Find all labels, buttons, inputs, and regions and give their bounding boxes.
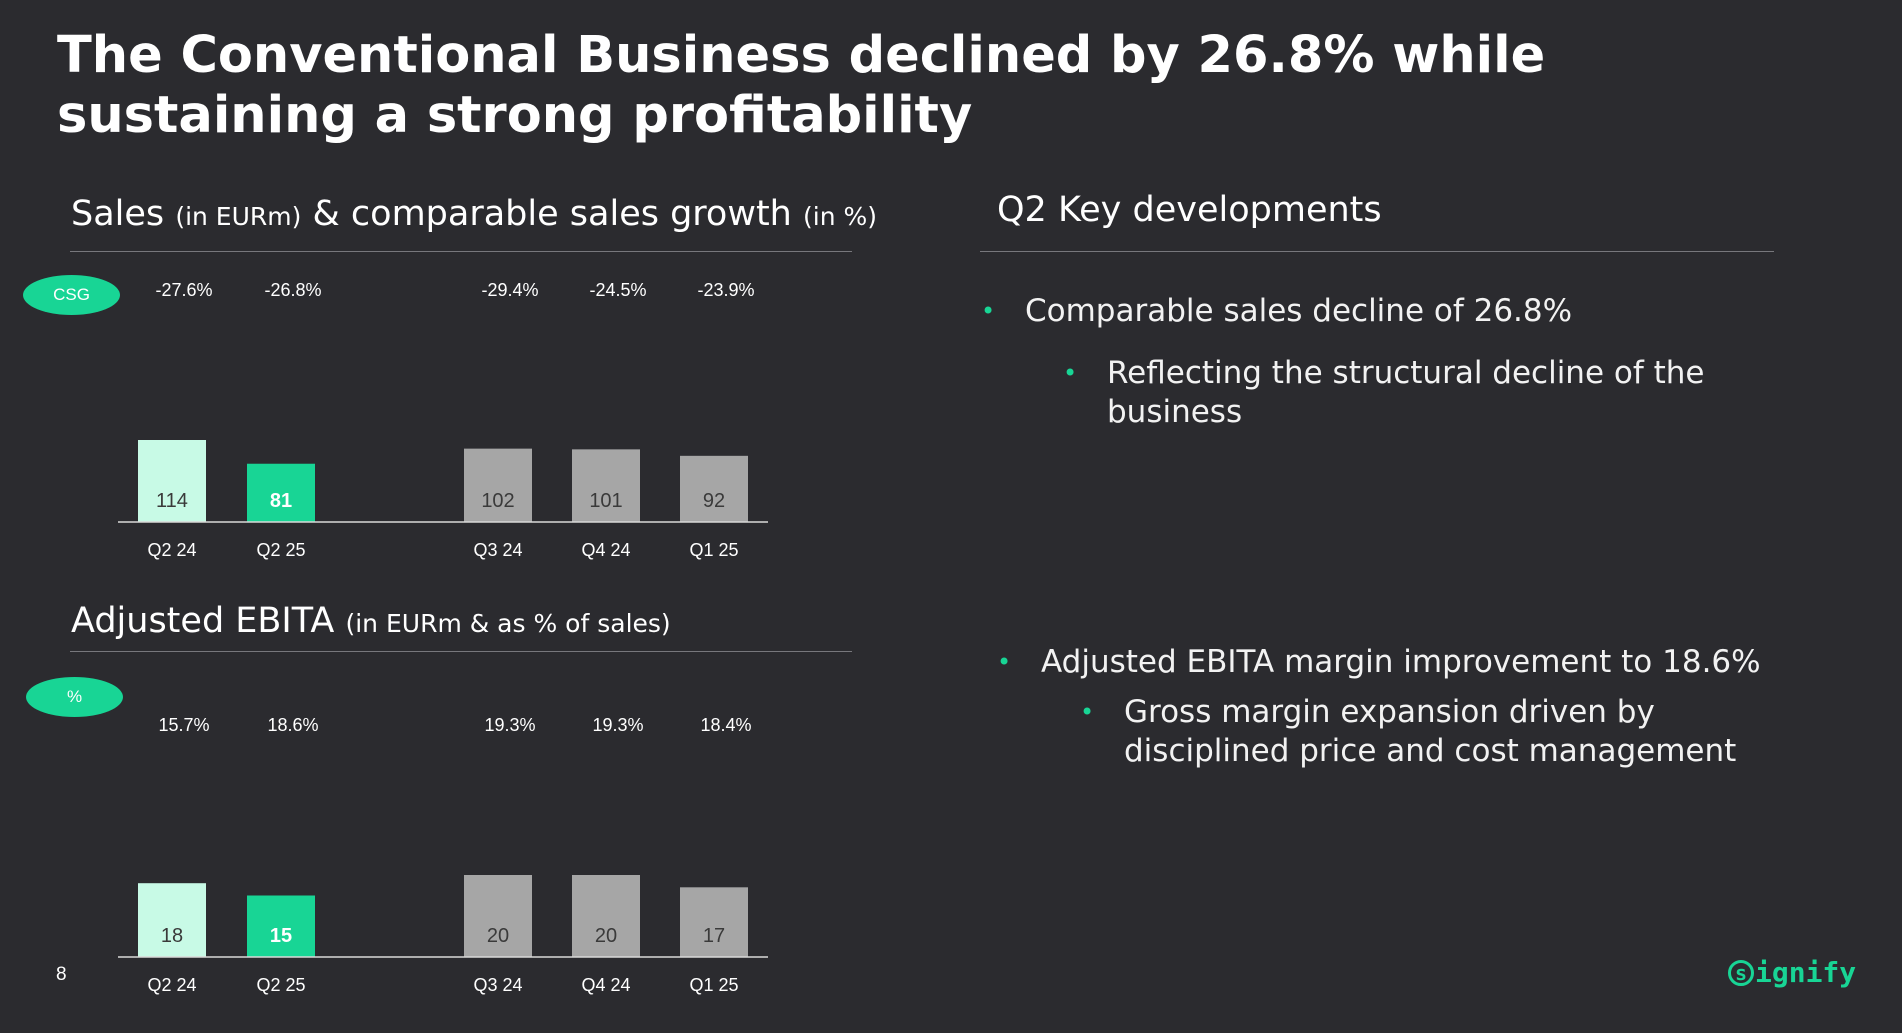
ebita-title: Adjusted EBITA <box>71 601 335 641</box>
sales-annotation: -23.9% <box>697 280 754 300</box>
bullet-1-sub: • Reflecting the structural decline of t… <box>1063 354 1727 432</box>
logo-text: ignify <box>1755 956 1857 989</box>
sales-bar-value: 102 <box>481 490 514 512</box>
sales-annotation: -27.6% <box>155 280 212 300</box>
ebita-annotation: 18.6% <box>267 715 318 735</box>
sales-category-label: Q1 25 <box>689 540 738 560</box>
bullet-dot: • <box>1080 698 1095 726</box>
key-dev-title: Q2 Key developments <box>997 190 1382 230</box>
sales-category-label: Q4 24 <box>581 540 630 560</box>
sales-annotation: -29.4% <box>481 280 538 300</box>
ebita-annotation: 18.4% <box>700 715 751 735</box>
sales-bar <box>464 448 532 522</box>
slide-title: The Conventional Business declined by 26… <box>57 26 1546 145</box>
ebita-bar-value: 15 <box>270 925 292 947</box>
sales-divider <box>70 251 852 252</box>
ebita-annotation: 19.3% <box>484 715 535 735</box>
csg-badge: CSG <box>23 275 120 315</box>
percent-badge: % <box>26 677 123 717</box>
sales-bar-value: 92 <box>703 490 725 512</box>
sales-title-mid: & comparable sales growth <box>312 194 792 234</box>
ebita-title-unit: (in EURm & as % of sales) <box>345 609 671 638</box>
sales-title-unit-pct: (in %) <box>803 202 878 231</box>
sales-chart: 114 Q2 24 -27.6% 81 Q2 25 -26.8% 102 Q3 24 -29.4… <box>110 270 770 560</box>
bullet-2-sub-text: Gross margin expansion driven by discipl… <box>1124 694 1737 769</box>
bullet-1: • Comparable sales decline of 26.8% <box>981 292 1805 331</box>
ebita-category-label: Q2 24 <box>147 975 196 995</box>
ebita-chart-svg: 18 Q2 24 15.7% 15 Q2 25 18.6% 20 Q3 24 19.3% 20 Q4… <box>118 715 768 995</box>
ebita-bar <box>572 875 640 957</box>
ebita-category-label: Q2 25 <box>256 975 305 995</box>
sales-title: Sales <box>71 194 165 234</box>
key-dev-divider <box>980 251 1774 252</box>
ebita-bar-value: 18 <box>161 925 183 947</box>
sales-bar <box>572 449 640 522</box>
ebita-bar-value: 17 <box>703 925 725 947</box>
bullet-dot: • <box>997 648 1012 676</box>
bullet-2: • Adjusted EBITA margin improvement to 1… <box>997 643 1801 682</box>
ebita-chart: 18 Q2 24 15.7% 15 Q2 25 18.6% 20 Q3 24 19.3% 20 Q4… <box>110 705 770 995</box>
sales-bar-value: 114 <box>156 490 188 512</box>
page-number: 8 <box>56 964 67 985</box>
bullet-1-sub-text: Reflecting the structural decline of the… <box>1107 355 1705 430</box>
ebita-section-title: Adjusted EBITA (in EURm & as % of sales) <box>71 599 671 646</box>
ebita-annotation: 19.3% <box>592 715 643 735</box>
ebita-category-label: Q1 25 <box>689 975 738 995</box>
bullet-dot: • <box>1063 359 1078 387</box>
sales-category-label: Q2 24 <box>147 540 196 560</box>
ebita-divider <box>70 651 852 652</box>
ebita-category-label: Q4 24 <box>581 975 630 995</box>
signify-logo: s ignify <box>1728 956 1856 989</box>
ebita-bar-value: 20 <box>487 925 509 947</box>
sales-bar <box>680 455 748 522</box>
ebita-bar <box>138 883 206 957</box>
ebita-bar-value: 20 <box>595 925 617 947</box>
sales-bar <box>138 440 206 522</box>
logo-mark: s <box>1728 959 1754 986</box>
bullet-dot: • <box>981 297 996 325</box>
ebita-bar <box>247 895 315 957</box>
sales-section-title: Sales (in EURm) & comparable sales growt… <box>71 192 877 239</box>
bullet-1-text: Comparable sales decline of 26.8% <box>1025 293 1573 329</box>
sales-chart-svg: 114 Q2 24 -27.6% 81 Q2 25 -26.8% 102 Q3 24 -29.4… <box>118 280 768 560</box>
ebita-category-label: Q3 24 <box>473 975 522 995</box>
sales-annotation: -24.5% <box>589 280 646 300</box>
bullet-2-text: Adjusted EBITA margin improvement to 18.… <box>1041 644 1761 680</box>
sales-category-label: Q2 25 <box>256 540 305 560</box>
sales-bar-value: 101 <box>589 490 622 512</box>
sales-title-unit: (in EURm) <box>175 202 302 231</box>
ebita-annotation: 15.7% <box>158 715 209 735</box>
sales-bar-value: 81 <box>270 490 292 512</box>
ebita-bar <box>464 875 532 957</box>
sales-bar <box>247 463 315 522</box>
ebita-bar <box>680 887 748 957</box>
sales-category-label: Q3 24 <box>473 540 522 560</box>
sales-annotation: -26.8% <box>264 280 321 300</box>
bullet-2-sub: • Gross margin expansion driven by disci… <box>1080 693 1794 771</box>
